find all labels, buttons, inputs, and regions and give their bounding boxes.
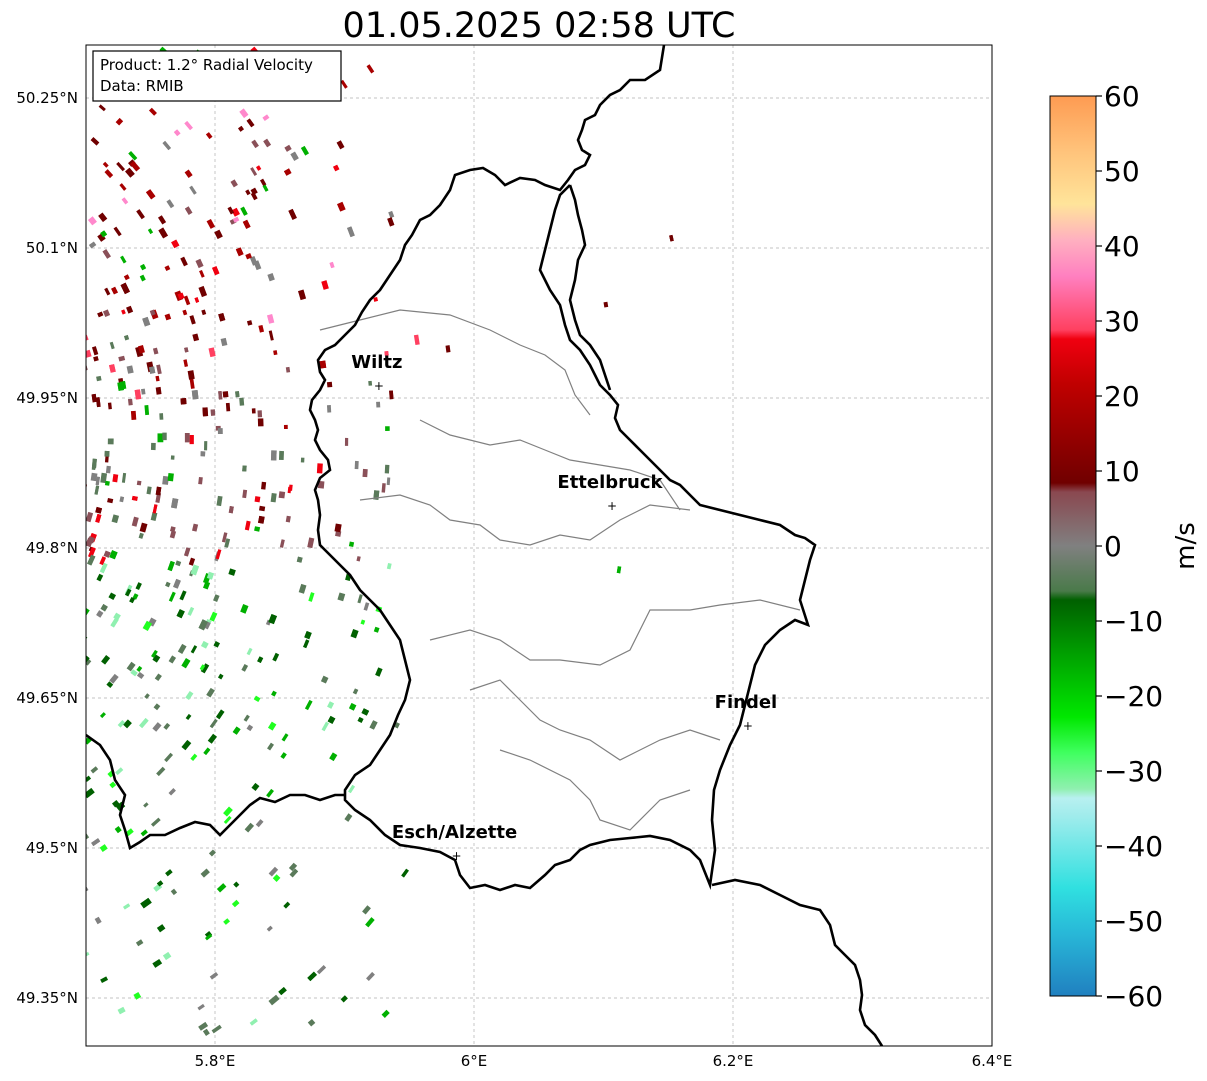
map-title: 01.05.2025 02:58 UTC — [343, 6, 736, 46]
place-marker-icon: + — [374, 379, 384, 393]
colorbar-tick-label: 20 — [1104, 380, 1140, 413]
colorbar-gradient — [1049, 95, 1097, 997]
colorbar-tick-label: −20 — [1104, 680, 1163, 713]
colorbar-tick-label: 30 — [1104, 305, 1140, 338]
product-label: Product: 1.2° Radial Velocity — [100, 56, 313, 74]
latitude-ticks: 50.25°N 50.1°N 49.95°N 49.8°N 49.65°N 49.5°N 4… — [16, 89, 78, 1007]
canton-boundaries — [319, 309, 801, 831]
colorbar-tick-label: −30 — [1104, 755, 1163, 788]
lon-tick-label: 5.8°E — [195, 1052, 236, 1070]
border-east-river — [568, 184, 612, 391]
colorbar-tick-label: −40 — [1104, 830, 1163, 863]
lat-tick-label: 49.5°N — [26, 839, 78, 857]
place-marker-icon: + — [743, 719, 753, 733]
colorbar-ticks: 60 50 40 30 20 10 0 −10 −20 −30 −40 −50 −60 — [1096, 80, 1163, 1013]
place-label: Wiltz — [351, 352, 402, 373]
radar-velocity-pixels — [86, 46, 674, 1036]
lon-tick-label: 6°E — [461, 1052, 488, 1070]
country-border-south — [711, 878, 884, 1046]
colorbar-tick-label: 10 — [1104, 455, 1140, 488]
colorbar-tick-label: 50 — [1104, 155, 1140, 188]
place-label: Esch/Alzette — [392, 822, 517, 843]
colorbar-tick-label: −60 — [1104, 980, 1163, 1013]
place-labels: Wiltz + Ettelbruck + Findel + Esch/Alzette + — [351, 352, 777, 863]
map-area[interactable]: Wiltz + Ettelbruck + Findel + Esch/Alzette + — [0, 45, 1207, 1046]
lat-tick-label: 50.1°N — [26, 239, 78, 257]
lat-tick-label: 49.8°N — [26, 539, 78, 557]
colorbar-tick-label: 0 — [1104, 530, 1122, 563]
country-border-west — [86, 733, 345, 850]
place-label: Ettelbruck — [557, 472, 663, 493]
lat-tick-label: 49.65°N — [16, 689, 78, 707]
colorbar-unit-label: m/s — [1171, 522, 1201, 570]
colorbar-tick-label: 60 — [1104, 80, 1140, 113]
place-label: Findel — [715, 692, 778, 713]
place-marker-icon: + — [607, 499, 617, 513]
data-source-label: Data: RMIB — [100, 77, 184, 95]
lon-tick-label: 6.4°E — [972, 1052, 1013, 1070]
product-info-box: Product: 1.2° Radial Velocity Data: RMIB — [92, 50, 342, 102]
lon-tick-label: 6.2°E — [713, 1052, 754, 1070]
lat-tick-label: 49.35°N — [16, 989, 78, 1007]
lat-tick-label: 49.95°N — [16, 389, 78, 407]
colorbar-tick-label: 40 — [1104, 230, 1140, 263]
longitude-ticks: 5.6°E5.8°E6°E6.2°E6.4°E6.6°E — [195, 1052, 1013, 1070]
map-frame — [85, 44, 993, 1047]
colorbar: 60 50 40 30 20 10 0 −10 −20 −30 −40 −50 −60 m/s — [1049, 80, 1201, 1013]
colorbar-tick-label: −10 — [1104, 605, 1163, 638]
place-marker-icon: + — [452, 849, 462, 863]
lat-tick-label: 50.25°N — [16, 89, 78, 107]
colorbar-tick-label: −50 — [1104, 905, 1163, 938]
